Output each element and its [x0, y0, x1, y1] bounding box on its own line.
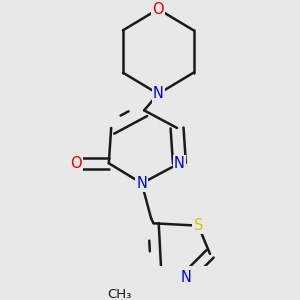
Text: N: N — [136, 176, 147, 191]
Text: N: N — [181, 270, 192, 285]
Text: N: N — [153, 86, 164, 101]
Text: O: O — [152, 2, 164, 16]
Text: O: O — [70, 156, 82, 171]
Text: S: S — [194, 218, 203, 233]
Text: N: N — [174, 156, 185, 171]
Text: CH₃: CH₃ — [107, 288, 132, 300]
